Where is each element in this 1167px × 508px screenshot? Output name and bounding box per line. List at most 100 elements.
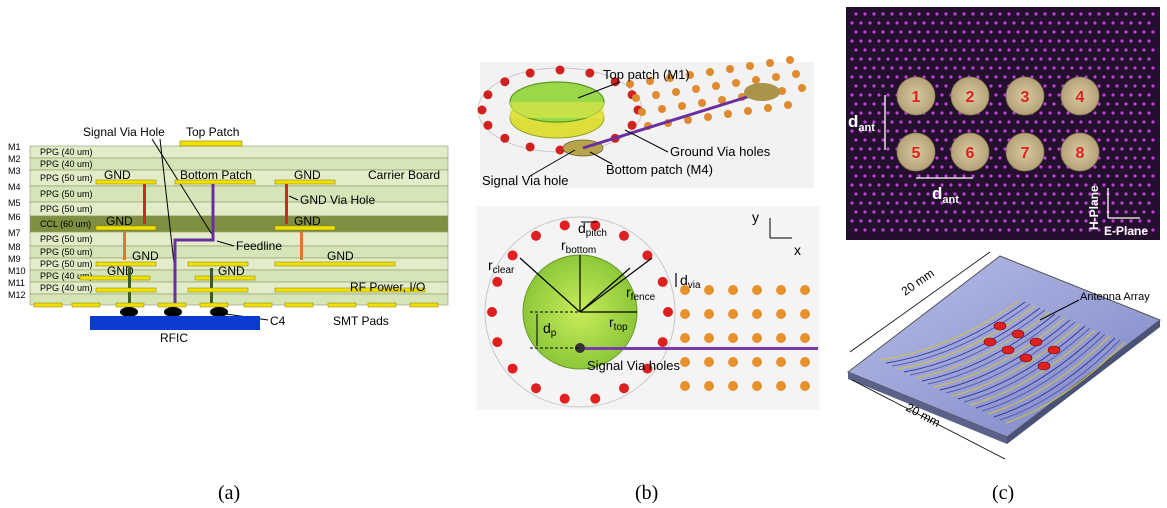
array-via	[1048, 183, 1052, 187]
antenna-element-number: 2	[966, 89, 975, 106]
array-via	[1003, 111, 1007, 115]
array-via	[958, 21, 962, 25]
r-clear-label: rclear	[488, 257, 515, 276]
ground-via-orange	[744, 107, 752, 115]
array-via	[1133, 210, 1137, 214]
array-via	[1052, 192, 1056, 196]
array-via	[1048, 147, 1052, 151]
array-via	[1106, 156, 1110, 160]
array-via	[899, 174, 903, 178]
array-via	[953, 12, 957, 16]
r-fence-label: rfence	[626, 284, 656, 303]
array-via	[881, 30, 885, 34]
gnd-via-hole-label: GND Via Hole	[300, 193, 375, 207]
array-via	[994, 21, 998, 25]
bottom-patch-leader	[589, 151, 613, 165]
array-via	[890, 66, 894, 70]
array-via	[881, 138, 885, 142]
smt-pad	[199, 302, 229, 308]
ground-via-orange	[746, 62, 754, 70]
array-via	[985, 219, 989, 223]
array-via	[967, 39, 971, 43]
fence-via-red	[590, 220, 601, 231]
fence-via-red	[663, 307, 673, 317]
array-via	[1138, 129, 1142, 133]
array-via	[1034, 66, 1038, 70]
array-via	[922, 183, 926, 187]
array-via	[1106, 120, 1110, 124]
grid-via-orange	[680, 333, 690, 343]
antenna-element-2	[950, 76, 990, 116]
array-via	[1007, 210, 1011, 214]
array-via	[1070, 174, 1074, 178]
array-via	[940, 219, 944, 223]
array-via	[881, 210, 885, 214]
panel-a-stackup: M1 PPG (40 um) M2 PPG (40 um) M3 PPG (50 um) M…	[8, 125, 449, 345]
array-via	[1043, 12, 1047, 16]
module-trace	[909, 309, 1046, 376]
array-via	[935, 48, 939, 52]
array-via	[868, 201, 872, 205]
array-via	[1084, 21, 1088, 25]
array-via	[863, 12, 867, 16]
array-via	[998, 102, 1002, 106]
array-via	[1124, 66, 1128, 70]
gnd-label-m6a: GND	[106, 214, 133, 228]
array-via	[1111, 201, 1115, 205]
array-via	[1093, 111, 1097, 115]
array-via	[890, 174, 894, 178]
array-via	[899, 228, 903, 232]
array-via	[913, 219, 917, 223]
module-trace	[999, 339, 1121, 421]
signal-via-3d-leader	[529, 149, 576, 177]
array-via	[1079, 66, 1083, 70]
array-via	[1048, 39, 1052, 43]
array-via	[1129, 39, 1133, 43]
array-via	[863, 174, 867, 178]
array-via	[1066, 111, 1070, 115]
array-via	[958, 129, 962, 133]
antenna-element-8	[1060, 132, 1100, 172]
gnd-label-m9a: GND	[107, 264, 134, 278]
module-trace	[879, 299, 1021, 361]
array-via	[1129, 201, 1133, 205]
orange-via-grid	[680, 285, 810, 391]
array-via	[944, 102, 948, 106]
array-via	[1057, 183, 1061, 187]
array-via	[1138, 183, 1142, 187]
array-via	[854, 84, 858, 88]
gnd-via-red-b	[285, 184, 288, 224]
array-via	[850, 165, 854, 169]
antenna-element-7	[1005, 132, 1045, 172]
array-via	[850, 93, 854, 97]
array-via	[1030, 129, 1034, 133]
array-via	[940, 57, 944, 61]
array-via	[1052, 30, 1056, 34]
layer-id-m8: M8	[8, 242, 21, 252]
array-via	[1007, 120, 1011, 124]
array-via	[1057, 57, 1061, 61]
e-plane-label: E-Plane	[1104, 224, 1148, 238]
array-via	[953, 174, 957, 178]
array-via	[1084, 57, 1088, 61]
array-via	[890, 12, 894, 16]
array-via	[1142, 138, 1146, 142]
array-via	[1133, 174, 1137, 178]
array-via	[877, 183, 881, 187]
array-via	[899, 12, 903, 16]
array-via	[850, 129, 854, 133]
array-via	[1057, 75, 1061, 79]
ground-via-orange	[726, 65, 734, 73]
array-via	[931, 111, 935, 115]
smt-pad	[327, 302, 357, 308]
array-via	[949, 21, 953, 25]
array-via	[1147, 201, 1151, 205]
grid-via-orange	[752, 333, 762, 343]
array-via	[1070, 66, 1074, 70]
grid-via-orange	[728, 381, 738, 391]
array-via	[1052, 102, 1056, 106]
module-antenna-element	[983, 337, 997, 347]
array-via	[886, 183, 890, 187]
array-via	[1097, 228, 1101, 232]
array-via	[1142, 192, 1146, 196]
